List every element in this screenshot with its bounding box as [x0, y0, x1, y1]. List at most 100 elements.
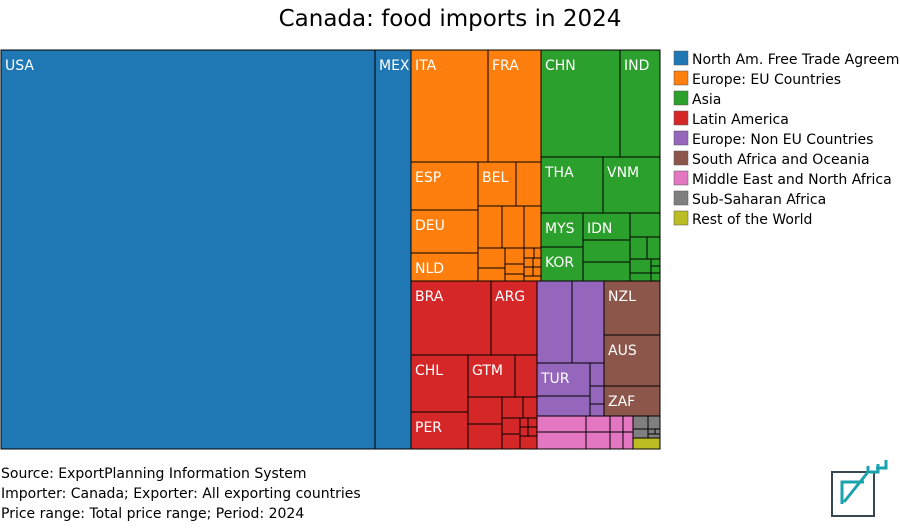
- treemap-cell: [536, 395, 591, 417]
- treemap-cell-esp: [410, 161, 479, 211]
- legend-label: Europe: EU Countries: [692, 72, 841, 88]
- treemap-cell: [501, 417, 521, 435]
- treemap-cell-mex: [374, 49, 412, 450]
- treemap-cell: [622, 431, 634, 450]
- treemap-cell: [523, 247, 535, 259]
- footer-price: Price range: Total price range; Period: …: [1, 506, 305, 522]
- treemap-cell: [609, 431, 624, 450]
- treemap-chart: USA MEX ITA FRA ESP BEL DEU NLD CHN IND THA VNM MYS I…: [0, 49, 900, 450]
- treemap-label-aus: AUS: [608, 343, 637, 359]
- treemap-cell: [536, 415, 587, 433]
- legend-swatch: [673, 110, 689, 126]
- treemap-cell: [629, 258, 652, 274]
- treemap-cell: [532, 266, 542, 277]
- treemap-cell-ita: [410, 49, 489, 163]
- treemap-cell: [501, 396, 524, 419]
- treemap-cell-idn: [582, 212, 631, 241]
- treemap-cell-tha: [540, 156, 604, 214]
- treemap-cell: [589, 385, 605, 405]
- chart-title: Canada: food imports in 2024: [278, 6, 622, 32]
- legend-swatch: [673, 190, 689, 206]
- treemap-cell: [501, 205, 525, 249]
- treemap-cell: [477, 267, 506, 282]
- treemap-label-bra: BRA: [415, 289, 444, 305]
- treemap-cell-fra: [487, 49, 542, 163]
- legend-swatch: [673, 150, 689, 166]
- treemap-cell: [646, 236, 661, 260]
- legend-label: Sub-Saharan Africa: [692, 192, 826, 208]
- treemap-label-mex: MEX: [379, 58, 410, 74]
- legend-swatch: [673, 170, 689, 186]
- treemap-cell: [467, 423, 503, 450]
- legend-label: Rest of the World: [692, 212, 812, 228]
- treemap-label-idn: IDN: [587, 221, 612, 237]
- treemap-cell-aus: [603, 334, 661, 387]
- treemap-cell: [515, 161, 542, 207]
- treemap-cell: [629, 272, 652, 282]
- exportplanning-logo-icon: [831, 460, 888, 517]
- treemap-cell: [632, 428, 649, 439]
- treemap-label-nld: NLD: [415, 261, 444, 277]
- legend-label: Asia: [692, 92, 721, 108]
- treemap-cell: [589, 403, 605, 417]
- treemap-cell: [582, 239, 631, 263]
- treemap-label-mys: MYS: [545, 221, 575, 237]
- treemap-cell: [467, 396, 503, 425]
- treemap-cell: [647, 415, 661, 430]
- treemap-cell: [477, 205, 503, 249]
- treemap-cell: [629, 212, 661, 238]
- treemap-cell: [519, 417, 529, 428]
- treemap-cell: [650, 265, 661, 274]
- treemap-cell: [501, 433, 521, 450]
- treemap-cell: [504, 273, 525, 282]
- treemap-cell: [609, 415, 624, 433]
- legend-swatch: [673, 90, 689, 106]
- footer: Source: ExportPlanning Information Syste…: [1, 464, 361, 524]
- treemap-cell: [532, 257, 542, 268]
- treemap-cell: [585, 415, 611, 433]
- treemap-cell-zaf: [603, 385, 661, 417]
- treemap-cell-gtm: [467, 354, 516, 398]
- treemap-cell: [632, 437, 661, 450]
- treemap-cell-kor: [540, 246, 584, 282]
- treemap-cell-usa: [0, 49, 376, 450]
- treemap-cell-ind: [619, 49, 661, 158]
- treemap-cell: [477, 247, 506, 269]
- treemap-cell: [523, 275, 542, 282]
- treemap-cell-bra: [410, 280, 492, 356]
- treemap-cell-vnm: [602, 156, 661, 214]
- treemap-cell: [504, 247, 525, 265]
- treemap-cell: [585, 431, 611, 450]
- treemap-label-usa: USA: [5, 58, 34, 74]
- treemap-cell: [650, 258, 661, 267]
- treemap-label-per: PER: [415, 420, 442, 436]
- legend-label: South Africa and Oceania: [692, 152, 870, 168]
- treemap-label-gtm: GTM: [472, 363, 503, 379]
- treemap-cell: [527, 417, 538, 428]
- treemap-cell: [582, 261, 631, 282]
- treemap-cell: [629, 236, 648, 260]
- treemap-label-tha: THA: [544, 165, 574, 181]
- treemap-label-nzl: NZL: [608, 289, 636, 305]
- legend-label: North Am. Free Trade Agreement: [692, 52, 900, 68]
- footer-source: Source: ExportPlanning Information Syste…: [1, 466, 307, 482]
- treemap-label-deu: DEU: [415, 218, 445, 234]
- treemap-cell: [523, 205, 542, 249]
- treemap-label-ita: ITA: [415, 58, 437, 74]
- legend-label: Middle East and North Africa: [692, 172, 892, 188]
- treemap-cell: [650, 272, 661, 282]
- treemap-label-fra: FRA: [492, 58, 519, 74]
- treemap-cell: [504, 263, 525, 275]
- treemap-cell: [589, 362, 605, 387]
- treemap-label-esp: ESP: [415, 170, 441, 186]
- treemap-cell: [647, 428, 656, 435]
- treemap-cell: [523, 257, 534, 268]
- treemap-label-kor: KOR: [545, 255, 574, 271]
- treemap-cell: [519, 426, 529, 437]
- treemap-cell-nzl: [603, 280, 661, 336]
- treemap-cell-per: [410, 411, 469, 450]
- footer-importer: Importer: Canada; Exporter: All exportin…: [1, 486, 361, 502]
- treemap-label-zaf: ZAF: [608, 394, 635, 410]
- treemap-cell: [622, 415, 634, 433]
- treemap-cell-tur: [536, 362, 591, 397]
